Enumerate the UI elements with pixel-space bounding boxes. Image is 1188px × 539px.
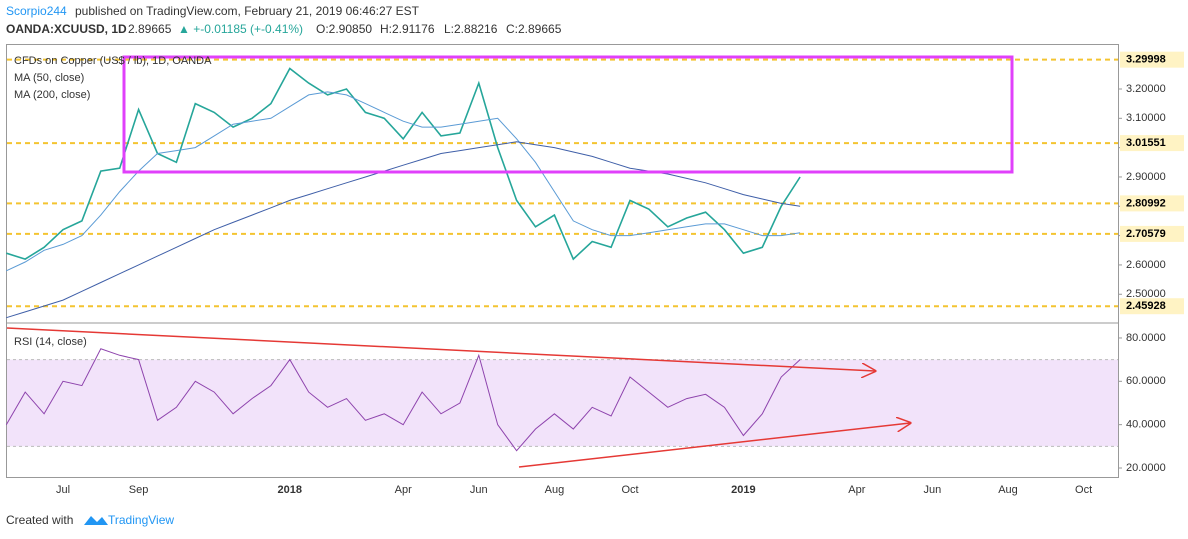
open: O:2.90850 [316, 22, 372, 36]
x-tick-label: Apr [395, 484, 412, 496]
level-label: 2.70579 [1126, 228, 1166, 240]
range-box [122, 55, 1014, 174]
level-label: 2.45928 [1126, 300, 1166, 312]
y-tick-label: 2.90000 [1126, 171, 1166, 183]
x-tick-label: Aug [545, 484, 565, 496]
x-tick-label: Jun [924, 484, 942, 496]
trendline [6, 327, 875, 371]
frame [6, 44, 1119, 478]
footer-brand[interactable]: TradingView [108, 513, 174, 527]
author[interactable]: Scorpio244 [6, 4, 67, 18]
x-tick-label: Jun [470, 484, 488, 496]
y-tick-label: 2.50000 [1126, 288, 1166, 300]
level-label: 3.01551 [1126, 137, 1166, 149]
level-badge [1120, 195, 1184, 212]
x-tick-label: 2018 [278, 484, 302, 496]
change: ▲ +-0.01185 (+-0.41%) [178, 22, 303, 36]
legend-entry: MA (200, close) [14, 89, 90, 101]
y2-tick-label: 60.0000 [1126, 375, 1166, 387]
y2-tick-label: 40.0000 [1126, 419, 1166, 431]
series-line [6, 141, 801, 319]
close: C:2.89665 [506, 22, 562, 36]
trendline [518, 423, 910, 468]
series-line [6, 67, 801, 261]
symbol: OANDA:XCUUSD, 1D [6, 22, 127, 36]
x-tick-label: Aug [998, 484, 1018, 496]
x-tick-label: Sep [129, 484, 149, 496]
y-tick-label: 3.20000 [1126, 83, 1166, 95]
level-label: 3.29998 [1126, 54, 1166, 66]
level-badge [1120, 135, 1184, 152]
published: published on TradingView.com, February 2… [75, 4, 420, 18]
last: 2.89665 [128, 22, 172, 36]
level-badge [1120, 51, 1184, 68]
level-badge [1120, 225, 1184, 242]
level-label: 2.80992 [1126, 197, 1166, 209]
level-badge [1120, 298, 1184, 315]
y2-tick-label: 80.0000 [1126, 332, 1166, 344]
x-tick-label: Jul [56, 484, 70, 496]
logo [84, 516, 108, 525]
y-tick-label: 3.10000 [1126, 112, 1166, 124]
x-tick-label: Oct [1075, 484, 1092, 496]
x-tick-label: Apr [848, 484, 865, 496]
rsi-band [7, 359, 1118, 447]
y2-tick-label: 20.0000 [1126, 462, 1166, 474]
x-tick-label: 2019 [731, 484, 755, 496]
series-line [5, 348, 801, 452]
x-tick-label: Oct [621, 484, 638, 496]
footer-text: Created with [6, 513, 73, 527]
high: H:2.91176 [380, 22, 435, 36]
legend-entry: MA (50, close) [14, 72, 84, 84]
price-title: CFDs on Copper (US$ / lb), 1D, OANDA [14, 55, 212, 67]
legend-entry: RSI (14, close) [14, 336, 87, 348]
y-tick-label: 2.60000 [1126, 259, 1166, 271]
low: L:2.88216 [444, 22, 498, 36]
